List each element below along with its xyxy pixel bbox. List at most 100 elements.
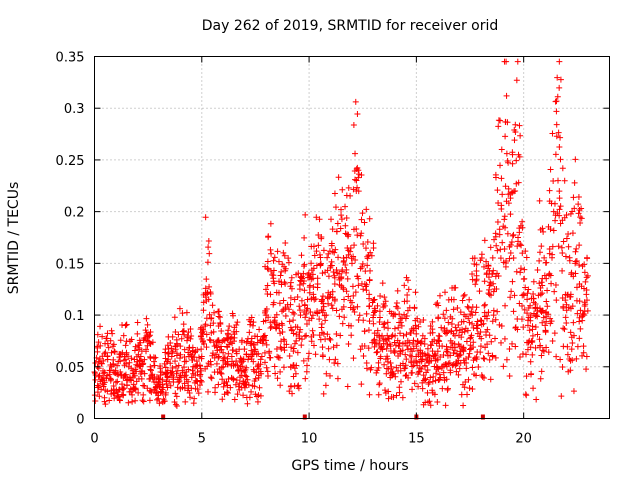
data-point — [344, 275, 351, 282]
data-point — [350, 304, 357, 311]
data-point — [336, 270, 343, 277]
data-point — [169, 348, 176, 355]
data-point — [172, 401, 179, 408]
data-point — [481, 278, 488, 285]
grid-layer — [94, 56, 610, 419]
data-point — [403, 274, 410, 281]
data-point — [441, 315, 448, 322]
data-point — [254, 398, 261, 405]
data-point — [481, 237, 488, 244]
data-point — [200, 307, 207, 314]
data-point — [363, 287, 370, 294]
data-point — [240, 358, 247, 365]
data-point — [359, 260, 366, 267]
data-point — [370, 245, 377, 252]
data-point — [347, 248, 354, 255]
data-point — [576, 262, 583, 269]
data-point — [464, 327, 471, 334]
data-point — [325, 345, 332, 352]
data-point — [296, 303, 303, 310]
data-point — [214, 369, 221, 376]
data-point — [279, 328, 286, 335]
data-point — [361, 219, 368, 226]
data-point — [317, 262, 324, 269]
data-point — [147, 387, 154, 394]
data-point — [458, 334, 465, 341]
data-point — [127, 374, 134, 381]
data-point — [310, 291, 317, 298]
data-point — [332, 204, 339, 211]
data-point — [350, 355, 357, 362]
data-point — [116, 354, 123, 361]
data-point — [121, 353, 128, 360]
data-point — [506, 373, 513, 380]
data-point — [560, 304, 567, 311]
data-gap-marker — [302, 414, 307, 420]
data-point — [576, 314, 583, 321]
data-point — [364, 238, 371, 245]
axis-ticks — [94, 56, 610, 419]
data-point — [391, 325, 398, 332]
data-point — [92, 397, 99, 404]
data-point — [168, 345, 175, 352]
data-point — [558, 244, 565, 251]
data-point — [250, 342, 257, 349]
data-point — [520, 324, 527, 331]
data-point — [487, 279, 494, 286]
data-point — [512, 187, 519, 194]
data-point — [298, 342, 305, 349]
x-tick-label: 0 — [90, 432, 98, 447]
data-point — [396, 343, 403, 350]
data-points — [91, 58, 591, 410]
data-point — [546, 187, 553, 194]
data-point — [117, 337, 124, 344]
data-point — [256, 326, 263, 333]
data-point — [487, 376, 494, 383]
data-point — [527, 344, 534, 351]
data-point — [185, 366, 192, 373]
data-point — [502, 133, 509, 140]
data-point — [511, 137, 518, 144]
data-point — [425, 399, 432, 406]
data-point — [527, 358, 534, 365]
data-point — [424, 351, 431, 358]
data-point — [231, 334, 238, 341]
data-point — [151, 362, 158, 369]
data-point — [374, 302, 381, 309]
data-point — [519, 218, 526, 225]
data-point — [466, 296, 473, 303]
data-point — [122, 342, 129, 349]
data-point — [442, 402, 449, 409]
data-point — [575, 201, 582, 208]
data-point — [497, 117, 504, 124]
data-point — [501, 246, 508, 253]
data-point — [500, 363, 507, 370]
data-point — [114, 394, 121, 401]
data-point — [429, 318, 436, 325]
data-point — [460, 318, 467, 325]
data-point — [177, 385, 184, 392]
data-point — [480, 263, 487, 270]
data-point — [286, 388, 293, 395]
data-point — [558, 393, 565, 400]
data-point — [435, 332, 442, 339]
data-point — [156, 383, 163, 390]
data-point — [413, 343, 420, 350]
data-point — [496, 226, 503, 233]
data-point — [117, 351, 124, 358]
data-point — [385, 395, 392, 402]
data-point — [246, 329, 253, 336]
data-point — [388, 310, 395, 317]
data-point — [507, 211, 514, 218]
data-point — [382, 298, 389, 305]
data-point — [126, 359, 133, 366]
data-point — [443, 376, 450, 383]
data-point — [503, 150, 510, 157]
data-point — [426, 398, 433, 405]
data-point — [538, 352, 545, 359]
data-point — [360, 286, 367, 293]
data-point — [339, 186, 346, 193]
data-point — [236, 346, 243, 353]
data-point — [275, 289, 282, 296]
data-point — [129, 398, 136, 405]
